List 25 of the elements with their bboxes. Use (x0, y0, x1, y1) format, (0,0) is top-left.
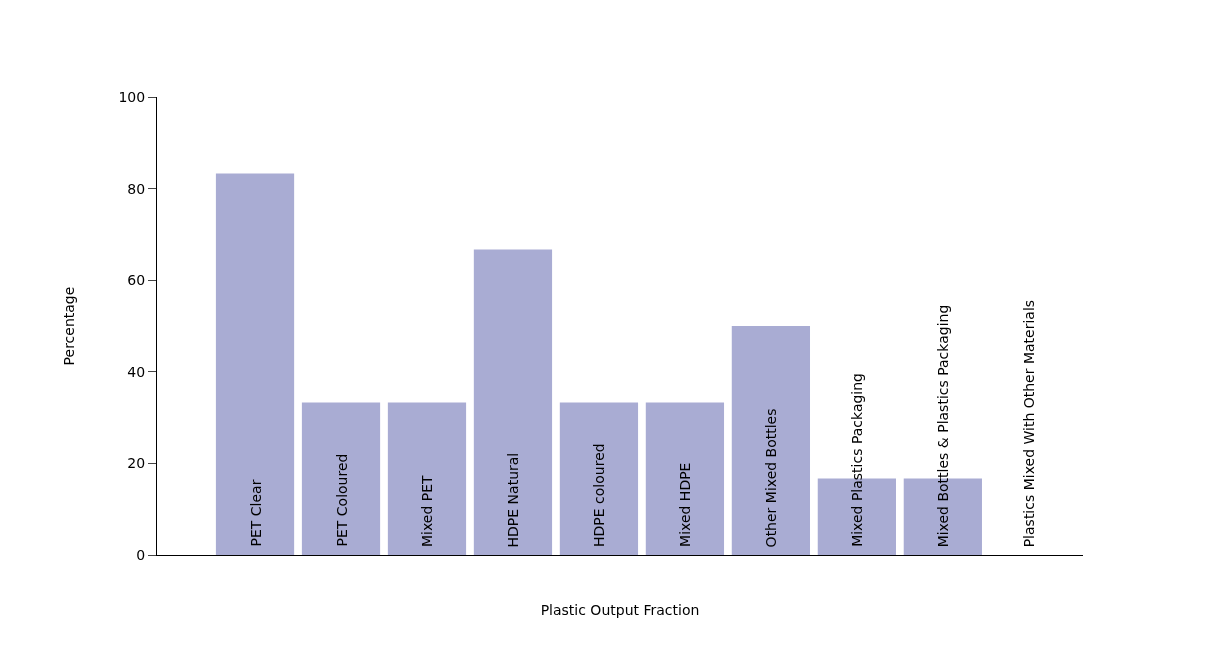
y-tick-label: 80 (127, 180, 146, 197)
bar (215, 173, 295, 555)
y-tick-label: 20 (127, 455, 146, 472)
x-tick-label: PET Clear (247, 479, 264, 547)
x-tick-label: PET Coloured (333, 453, 350, 547)
y-tick-label: 0 (136, 546, 146, 563)
y-tick-label: 100 (118, 88, 146, 105)
y-axis-title: Percentage (61, 286, 78, 366)
bar (645, 402, 725, 555)
bar (731, 326, 811, 555)
x-tick-label: Plastics Mixed With Other Materials (1021, 299, 1038, 548)
bar (387, 402, 467, 555)
x-tick-label: HDPE Natural (505, 452, 522, 548)
y-tick-label: 60 (127, 272, 146, 289)
x-tick-label: Mixed PET (418, 474, 435, 547)
x-tick-label: HDPE coloured (590, 443, 607, 547)
x-tick-label: Mixed Plastics Packaging (848, 372, 865, 547)
bar (473, 249, 553, 555)
x-axis-title: Plastic Output Fraction (540, 602, 700, 619)
bar (301, 402, 381, 555)
x-tick-label: Mixed HDPE (676, 462, 693, 547)
x-tick-label: Mixed Bottles & Plastics Packaging (935, 304, 952, 548)
bar (559, 402, 639, 555)
x-tick-label: Other Mixed Bottles (763, 408, 780, 548)
y-tick-label: 40 (127, 363, 146, 380)
